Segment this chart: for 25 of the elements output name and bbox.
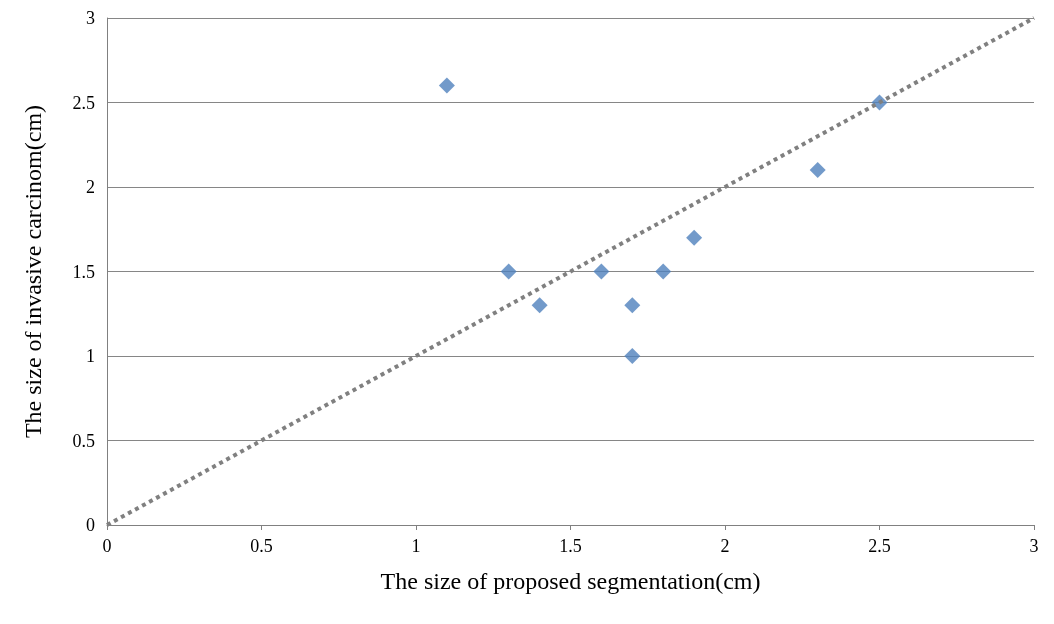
point (593, 263, 610, 280)
x-tick-label: 1 (411, 536, 421, 556)
x-tick-label: 1.5 (559, 536, 582, 556)
point (624, 297, 641, 314)
y-tick-label: 2 (86, 177, 95, 197)
x-tick-label: 0 (102, 536, 112, 556)
y-axis-title: The size of invasive carcinom(cm) (20, 104, 46, 439)
y-tick-label: 2.5 (72, 92, 95, 113)
point (686, 229, 703, 246)
x-tick-label: 3 (1029, 536, 1039, 556)
point (500, 263, 517, 280)
y-tick-label: 0 (86, 515, 95, 535)
y-tick-label: 1 (86, 346, 95, 366)
point (655, 263, 672, 280)
x-tick-label: 2 (720, 536, 730, 556)
point (531, 297, 548, 314)
y-tick-label: 1.5 (72, 261, 95, 282)
x-tick-label: 2.5 (868, 536, 891, 556)
point (624, 348, 641, 364)
y-tick-label: 0.5 (72, 430, 95, 451)
point (809, 162, 826, 179)
y-tick-label: 3 (86, 8, 95, 28)
point (438, 77, 455, 94)
x-axis-title: The size of proposed segmentation(cm) (380, 568, 761, 594)
x-tick-label: 0.5 (250, 536, 273, 556)
